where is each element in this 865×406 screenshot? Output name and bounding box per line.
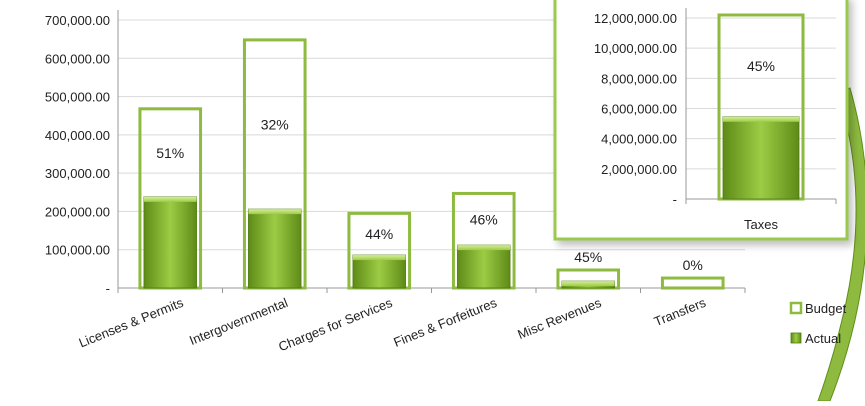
legend-swatch-budget [789,301,803,315]
actual-bar-top [143,196,197,202]
category-label: Licenses & Permits [77,295,186,351]
y-tick-label: 200,000.00 [45,204,110,219]
y-tick-label: 700,000.00 [45,13,110,28]
actual-bar-top [561,281,615,287]
y-tick-label: 4,000,000.00 [601,132,677,147]
budget-bar [660,276,725,290]
data-label: 51% [156,145,184,161]
data-label: 0% [683,257,703,273]
y-tick-label: - [106,281,110,296]
y-tick-label: 600,000.00 [45,51,110,66]
legend-label-budget: Budget [805,301,847,316]
category-label: Intergovernmental [187,295,290,348]
actual-bar [722,116,800,200]
actual-bar [457,244,511,289]
category-label: Charges for Services [276,295,395,355]
y-tick-label: 300,000.00 [45,166,110,181]
category-label: Transfers [652,295,709,329]
data-label: 32% [261,117,289,133]
y-tick-label: 10,000,000.00 [594,41,677,56]
inset-bar-chart: - 2,000,000.00 4,000,000.00 6,000,000.00 8,0… [594,8,837,232]
y-tick-label: - [673,192,677,207]
y-tick-label: 500,000.00 [45,90,110,105]
y-tick-label: 12,000,000.00 [594,11,677,26]
actual-bar-top [723,116,799,122]
y-tick-label: 8,000,000.00 [601,71,677,86]
y-tick-label: 100,000.00 [45,243,110,258]
y-tick-label: 6,000,000.00 [601,102,677,117]
category-label: Misc Revenues [515,295,603,342]
actual-bar-top [248,209,302,215]
data-label: 44% [365,226,393,242]
legend: Budget Actual [789,301,847,346]
category-label: Taxes [744,217,778,232]
data-label: 46% [470,211,498,227]
legend-label-actual: Actual [805,331,841,346]
data-label: 45% [574,249,602,265]
y-tick-label: 400,000.00 [45,128,110,143]
data-label: 45% [747,58,775,74]
legend-swatch-actual [790,332,802,344]
y-tick-label: 2,000,000.00 [601,162,677,177]
actual-bar-top [352,255,406,261]
category-label: Fines & Forfeitures [391,295,499,350]
actual-bar [248,208,302,289]
taxes-inset-chart: - 2,000,000.00 4,000,000.00 6,000,000.00 8,0… [553,0,849,241]
actual-bar-top [457,245,511,251]
actual-bar [352,254,406,289]
actual-bar [143,196,197,289]
